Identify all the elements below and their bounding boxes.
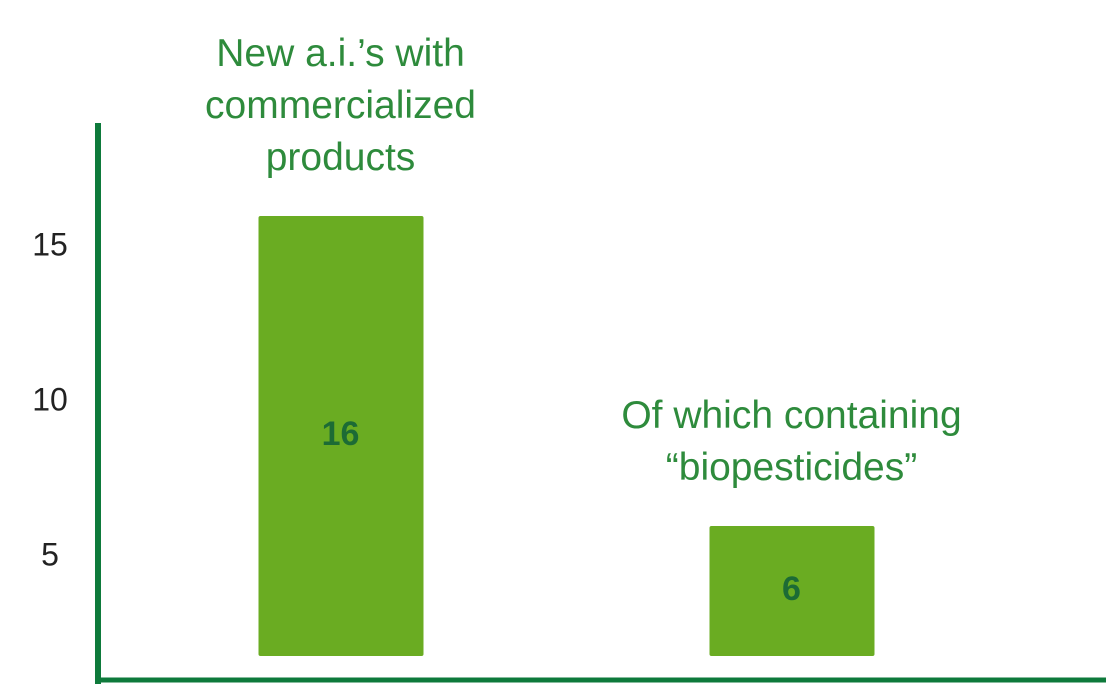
category-label: New a.i.’s with commercialized products	[205, 32, 476, 179]
value-label: 6	[782, 570, 801, 608]
y-tick-label: 10	[32, 381, 68, 417]
value-label: 16	[322, 415, 360, 453]
bar	[709, 526, 875, 656]
y-tick-label: 15	[32, 226, 68, 262]
y-tick-label: 5	[41, 536, 59, 572]
bar	[258, 216, 424, 656]
category-label: Of which containing “biopesticides”	[621, 394, 962, 489]
